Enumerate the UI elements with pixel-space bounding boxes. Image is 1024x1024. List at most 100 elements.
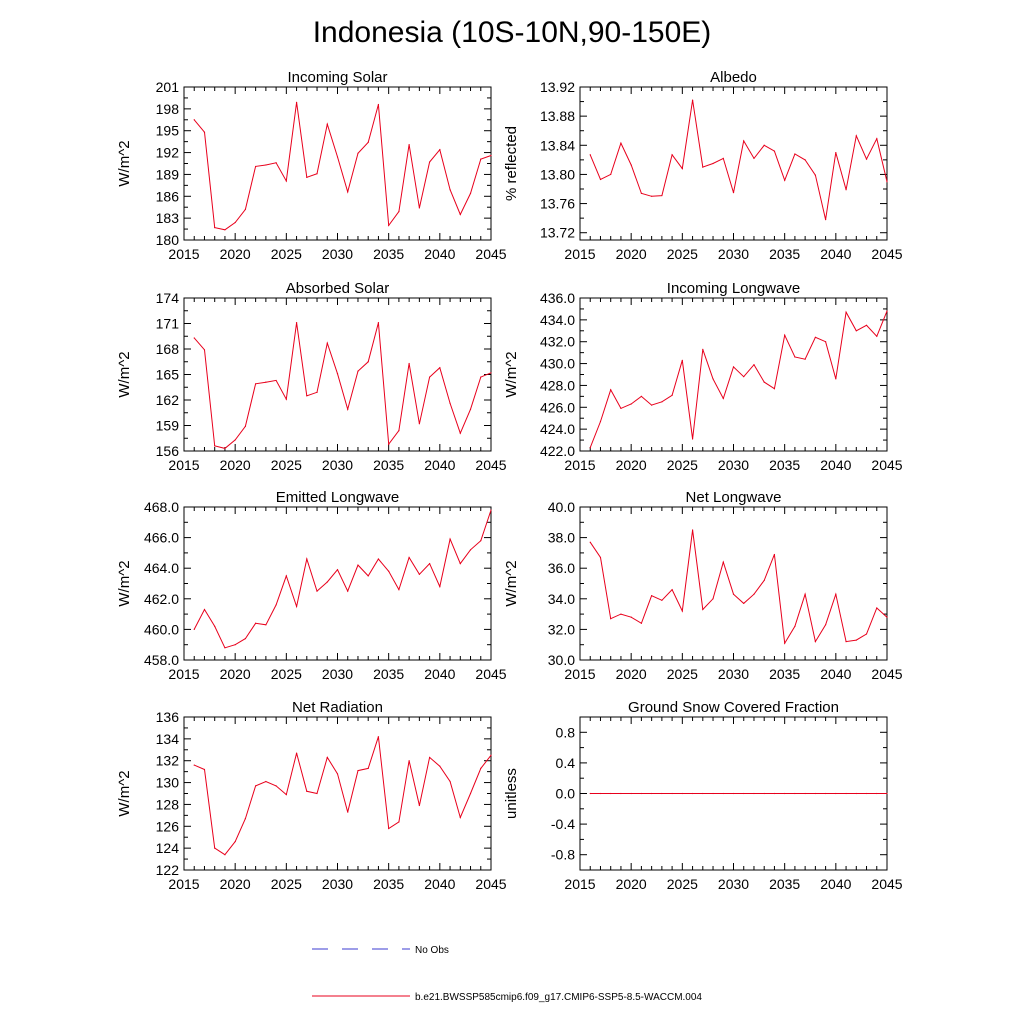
y-axis-label: W/m^2 [503,351,520,397]
panel-title: Emitted Longwave [276,489,399,506]
x-tick-label: 2025 [271,666,302,682]
data-point [865,792,868,795]
data-point [661,194,663,197]
plot-frame [579,86,888,241]
data-point [712,378,714,380]
y-tick-label: 132 [156,753,180,769]
y-axis-label: % reflected [503,126,520,201]
data-point [773,792,776,795]
data-point [876,792,878,795]
x-tick-label: 2035 [769,666,800,682]
data-point [845,792,847,795]
data-point [876,138,878,140]
data-point [490,372,492,374]
data-point [449,189,451,191]
y-tick-label: 171 [156,316,180,332]
chart-panel-3: Absorbed Solar 2015 2020 2025 2030 2035 2040 20… [116,280,507,473]
data-point [214,625,216,627]
x-tick-label: 2045 [475,457,506,473]
x-tick-label: 2045 [871,876,902,892]
data-point [408,143,410,146]
data-point [429,563,431,565]
y-axis-label: unitless [503,768,520,819]
data-point [640,622,643,624]
data-point [691,99,694,101]
data-point [610,173,612,176]
data-point [265,164,267,166]
y-tick-label: 0.0 [556,786,576,802]
y-tick-label: 13.92 [540,79,575,95]
data-point [671,792,673,795]
data-point [480,540,482,542]
data-point [357,564,359,566]
data-point [661,599,663,601]
data-point [589,792,591,795]
data-point [712,598,714,600]
data-point [671,394,673,396]
data-point [306,395,308,397]
data-point [449,402,451,404]
series-line [194,736,492,856]
data-point [255,383,257,385]
data-point [439,367,441,369]
chart-panel-7: Net Radiation 2015 2020 2025 2030 2035 2040 204… [116,699,507,892]
data-point [784,792,786,795]
data-point [336,773,339,775]
series-line [193,509,492,649]
data-point [814,792,816,795]
data-point [326,342,328,344]
data-point [651,792,653,795]
data-point [285,793,287,796]
data-point [814,336,816,338]
y-tick-label: 198 [156,101,180,117]
data-point [589,447,591,449]
y-tick-label: 0.4 [556,755,576,771]
panel-title: Net Radiation [292,699,383,716]
x-tick-label: 2035 [373,457,404,473]
x-tick-label: 2045 [871,246,902,262]
data-point [377,736,380,738]
y-tick-label: 195 [156,123,180,139]
x-tick-label: 2040 [424,876,455,892]
x-tick-label: 2030 [718,876,749,892]
data-point [599,420,602,423]
data-point [429,376,431,378]
data-point [630,403,632,405]
y-axis-label: W/m^2 [116,770,133,816]
data-point [743,602,745,604]
data-point [732,593,735,595]
data-point [620,407,622,409]
x-tick-label: 2035 [769,246,800,262]
data-point [418,804,420,807]
data-point [804,159,806,161]
data-point [326,123,328,125]
panel-title: Incoming Solar [287,69,387,86]
data-point [691,438,694,440]
data-point [732,366,735,368]
x-tick-label: 2020 [616,876,647,892]
data-point [285,398,287,400]
data-point [234,439,236,441]
data-point [244,425,246,427]
x-tick-label: 2025 [271,876,302,892]
data-point [408,760,410,762]
x-tick-label: 2025 [271,246,302,262]
data-point [398,821,400,823]
data-point [244,637,246,640]
y-tick-label: 13.72 [540,225,575,241]
data-point [255,785,257,787]
data-point [398,210,400,213]
x-tick-label: 2040 [820,666,851,682]
y-tick-label: 0.8 [556,724,576,740]
data-point [763,144,765,146]
data-point [214,847,216,849]
series-line [193,102,492,231]
data-point [640,192,643,194]
data-point [193,119,195,121]
data-point [589,154,591,156]
data-point [753,792,755,795]
data-point [784,179,786,181]
data-point [336,156,339,158]
x-tick-label: 2015 [168,666,199,682]
panel-title: Absorbed Solar [286,280,389,297]
